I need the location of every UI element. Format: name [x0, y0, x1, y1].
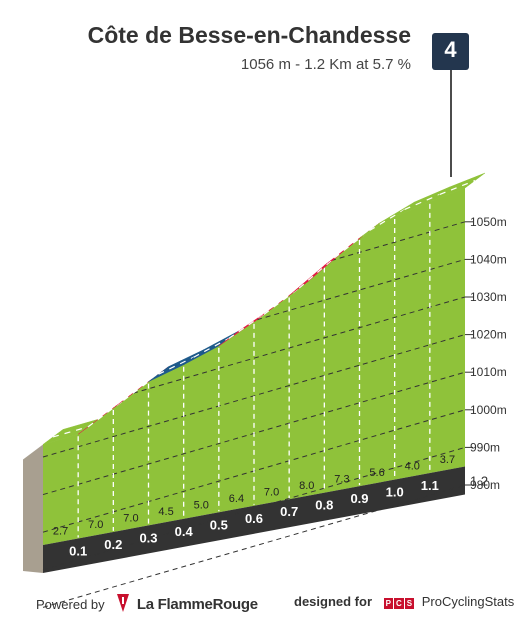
distance-mark: 0.4: [175, 524, 194, 539]
distance-mark: 0.5: [210, 517, 228, 532]
gradient-label: 6.4: [229, 493, 244, 505]
elevation-tick-label: 980m: [470, 478, 500, 492]
distance-mark: 1.0: [386, 485, 404, 500]
elevation-tick-label: 1040m: [470, 252, 507, 266]
climb-subtitle: 1056 m - 1.2 Km at 5.7 %: [240, 56, 411, 73]
gradient-label: 5.6: [369, 467, 384, 479]
distance-mark: 0.6: [245, 511, 263, 526]
pcs-letter: S: [404, 598, 415, 609]
elevation-tick-label: 990m: [470, 440, 500, 454]
elevation-gridline: [132, 296, 466, 394]
gradient-label: 7.3: [334, 473, 349, 485]
flamme-rouge-brand[interactable]: La FlammeRouge: [136, 596, 258, 613]
powered-by-label: Powered by: [36, 597, 105, 612]
gradient-label: 2.7: [53, 526, 68, 538]
elevation-tick-label: 1020m: [470, 328, 507, 342]
total-distance-label: 1.2: [470, 474, 488, 489]
distance-mark: 0.1: [69, 543, 87, 558]
flamme-rouge-icon: [117, 594, 130, 612]
gradient-label: 8.0: [299, 480, 314, 492]
distance-mark: 0.7: [280, 504, 298, 519]
elevation-gridline: [42, 446, 466, 571]
pcs-letter: P: [383, 598, 393, 609]
elevation-tick-label: 1050m: [470, 215, 507, 229]
distance-divider-lines: [77, 203, 431, 538]
gradient-label: 7.0: [123, 513, 138, 525]
gradient-label: 3.7: [440, 454, 455, 466]
gradient-label: 7.0: [88, 519, 103, 531]
distance-mark: 1.1: [421, 478, 439, 493]
distance-mark: 0.8: [315, 498, 333, 513]
road-surface: [42, 70, 486, 445]
elevation-gridline: [42, 334, 466, 458]
gradient-label: 5.0: [194, 500, 209, 512]
distance-strip: [43, 466, 465, 573]
elevation-tick-label: 1030m: [470, 290, 507, 304]
distance-mark: 0.2: [104, 537, 122, 552]
gradient-label: 4.5: [158, 506, 173, 518]
climb-title: Côte de Besse-en-Chandesse: [87, 22, 411, 48]
road-segment: [429, 172, 486, 203]
category-badge: 4: [432, 33, 469, 70]
category-number: 4: [444, 37, 457, 62]
footer-powered-by: Powered by La FlammeRouge: [36, 594, 258, 613]
elevation-tick-label: 1010m: [470, 365, 507, 379]
profile-side-wall: [23, 444, 43, 573]
chart-labels: 980m 990m 1000m 1010m 1020m 1030m 1040m 1050m 2.…: [53, 215, 507, 559]
distance-mark: 0.3: [139, 530, 157, 545]
elevation-gridline: [42, 484, 466, 608]
road-centre-line: [298, 257, 335, 289]
distance-mark: 0.9: [350, 491, 368, 506]
gradient-label: 7.0: [264, 486, 279, 498]
pcs-letter: C: [393, 598, 404, 609]
gradient-label: 4.0: [405, 460, 420, 472]
designed-for-label: designed for: [294, 594, 373, 609]
elevation-tick-label: 1000m: [470, 403, 507, 417]
procyclingstats-link[interactable]: ProCyclingStats: [421, 594, 515, 609]
